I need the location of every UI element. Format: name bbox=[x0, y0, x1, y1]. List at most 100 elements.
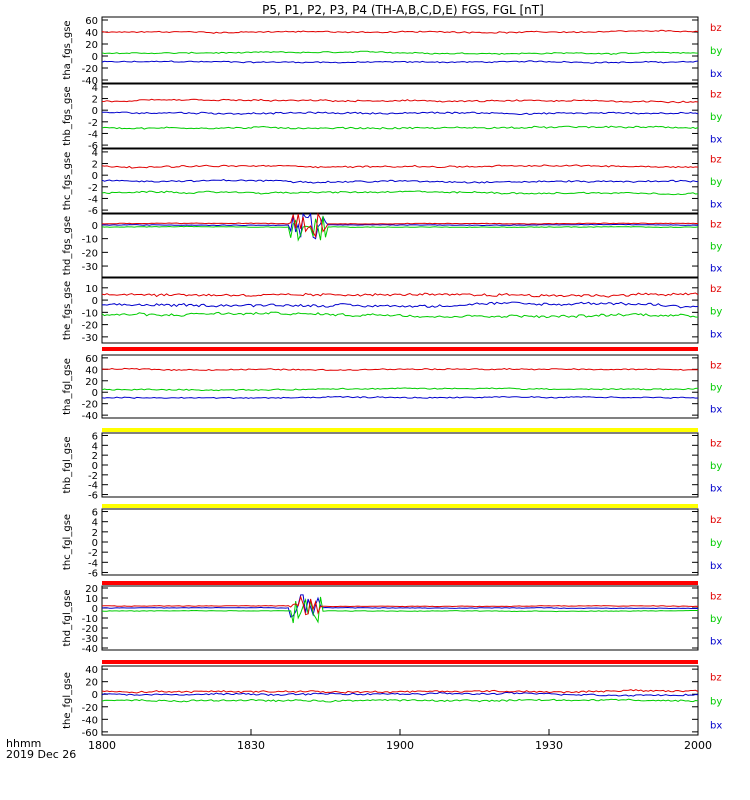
legend-bx: bx bbox=[710, 264, 722, 275]
y-tick-label: 40 bbox=[85, 365, 98, 376]
x-tick-label: 1900 bbox=[386, 739, 414, 752]
y-tick-label: -4 bbox=[88, 129, 98, 140]
legend-bz: bz bbox=[710, 360, 722, 371]
y-tick-label: -30 bbox=[82, 634, 98, 645]
panel-ylabel: thb_fgs_gse bbox=[62, 86, 73, 145]
series-by bbox=[101, 596, 698, 624]
series-by bbox=[101, 50, 699, 56]
y-tick-label: 4 bbox=[92, 83, 98, 94]
legend-bz: bz bbox=[710, 515, 722, 526]
y-tick-label: 0 bbox=[92, 690, 98, 701]
mode-bar bbox=[102, 428, 698, 432]
panel-ylabel: thb_fgl_gse bbox=[62, 437, 73, 494]
series-by bbox=[101, 698, 699, 703]
legend-by: by bbox=[710, 177, 722, 188]
panel-the_fgl_gse: 40 200 -20-40 -60 the_fgl_gse bz by bx bbox=[62, 665, 722, 739]
legend-by: by bbox=[710, 307, 722, 318]
y-tick-label: -10 bbox=[82, 308, 98, 319]
y-tick-label: -60 bbox=[82, 728, 98, 739]
y-tick-label: 6 bbox=[92, 431, 98, 442]
y-tick-label: 0 bbox=[92, 461, 98, 472]
panel-frame bbox=[101, 16, 699, 84]
x-axis-label: hhmm bbox=[6, 737, 41, 750]
y-tick-label: 20 bbox=[85, 584, 98, 595]
series-bz bbox=[101, 29, 699, 34]
legend-bx: bx bbox=[710, 721, 722, 732]
y-tick-label: 6 bbox=[92, 508, 98, 519]
panel-ylabel: thc_fgs_gse bbox=[62, 152, 73, 211]
panel-frame bbox=[101, 508, 699, 576]
y-tick-label: -40 bbox=[82, 715, 98, 726]
y-tick-label: 0 bbox=[92, 106, 98, 117]
y-tick-label: -20 bbox=[82, 400, 98, 411]
legend-bx: bx bbox=[710, 134, 722, 145]
series-bz bbox=[101, 367, 698, 372]
legend-bx: bx bbox=[710, 69, 722, 80]
legend-by: by bbox=[710, 614, 722, 625]
x-tick-label: 2000 bbox=[684, 739, 712, 752]
panel-ylabel: tha_fgl_gse bbox=[62, 358, 73, 415]
y-tick-label: 20 bbox=[85, 678, 98, 689]
panel-frame bbox=[101, 277, 699, 344]
y-tick-label: -2 bbox=[88, 471, 98, 482]
mode-bar bbox=[102, 581, 698, 585]
y-tick-label: 4 bbox=[92, 518, 98, 529]
y-tick-label: 10 bbox=[85, 284, 98, 295]
series-bz bbox=[101, 164, 699, 169]
y-tick-label: -40 bbox=[82, 644, 98, 655]
panel-frame bbox=[101, 213, 699, 278]
chart-title: P5, P1, P2, P3, P4 (TH-A,B,C,D,E) FGS, F… bbox=[262, 3, 544, 17]
legend-bz: bz bbox=[710, 592, 722, 603]
y-tick-label: 2 bbox=[92, 160, 98, 171]
legend-by: by bbox=[710, 538, 722, 549]
series-bz bbox=[101, 98, 699, 104]
series-bx bbox=[101, 111, 699, 116]
x-tick-label: 1830 bbox=[237, 739, 265, 752]
legend-bz: bz bbox=[710, 219, 722, 230]
panel-frame bbox=[101, 354, 699, 419]
y-tick-label: -4 bbox=[88, 194, 98, 205]
series-bx bbox=[101, 395, 699, 400]
legend-by: by bbox=[710, 461, 722, 472]
panel-frame bbox=[101, 432, 699, 498]
panel-ylabel: tha_fgs_gse bbox=[62, 20, 73, 79]
y-tick-label: -40 bbox=[82, 76, 98, 87]
series-by bbox=[101, 215, 699, 242]
y-tick-label: -6 bbox=[88, 568, 98, 579]
panel-frame bbox=[101, 148, 699, 214]
panel-ylabel: thd_fgs_gse bbox=[62, 216, 73, 275]
y-tick-label: 0 bbox=[92, 171, 98, 182]
y-tick-label: -2 bbox=[88, 118, 98, 129]
series-bx bbox=[101, 212, 698, 240]
y-tick-label: -4 bbox=[88, 481, 98, 492]
y-tick-label: -4 bbox=[88, 558, 98, 569]
panel-ylabel: the_fgs_gse bbox=[62, 281, 73, 340]
y-tick-label: -6 bbox=[88, 141, 98, 152]
y-tick-label: 2 bbox=[92, 528, 98, 539]
series-bx bbox=[101, 691, 699, 697]
x-axis: 1800 1830 1900 1930 2000 bbox=[88, 729, 712, 752]
y-tick-label: -2 bbox=[88, 548, 98, 559]
panel-frame bbox=[101, 83, 699, 149]
series-by bbox=[101, 311, 699, 319]
y-tick-label: 0 bbox=[92, 296, 98, 307]
legend-bx: bx bbox=[710, 199, 722, 210]
mode-bar bbox=[102, 347, 698, 351]
y-tick-label: 4 bbox=[92, 148, 98, 159]
panel-thc_fgs_gse: 420-2-4-6 thc_fgs_gse bz by bx bbox=[62, 148, 722, 217]
panel-frame bbox=[101, 585, 699, 651]
legend-bz: bz bbox=[710, 90, 722, 101]
y-tick-label: -20 bbox=[82, 703, 98, 714]
y-tick-label: -30 bbox=[82, 333, 98, 344]
y-tick-label: 10 bbox=[85, 594, 98, 605]
mode-bar bbox=[102, 504, 698, 508]
legend-by: by bbox=[710, 697, 722, 708]
y-tick-label: 40 bbox=[85, 665, 98, 676]
y-tick-label: 60 bbox=[85, 354, 98, 365]
